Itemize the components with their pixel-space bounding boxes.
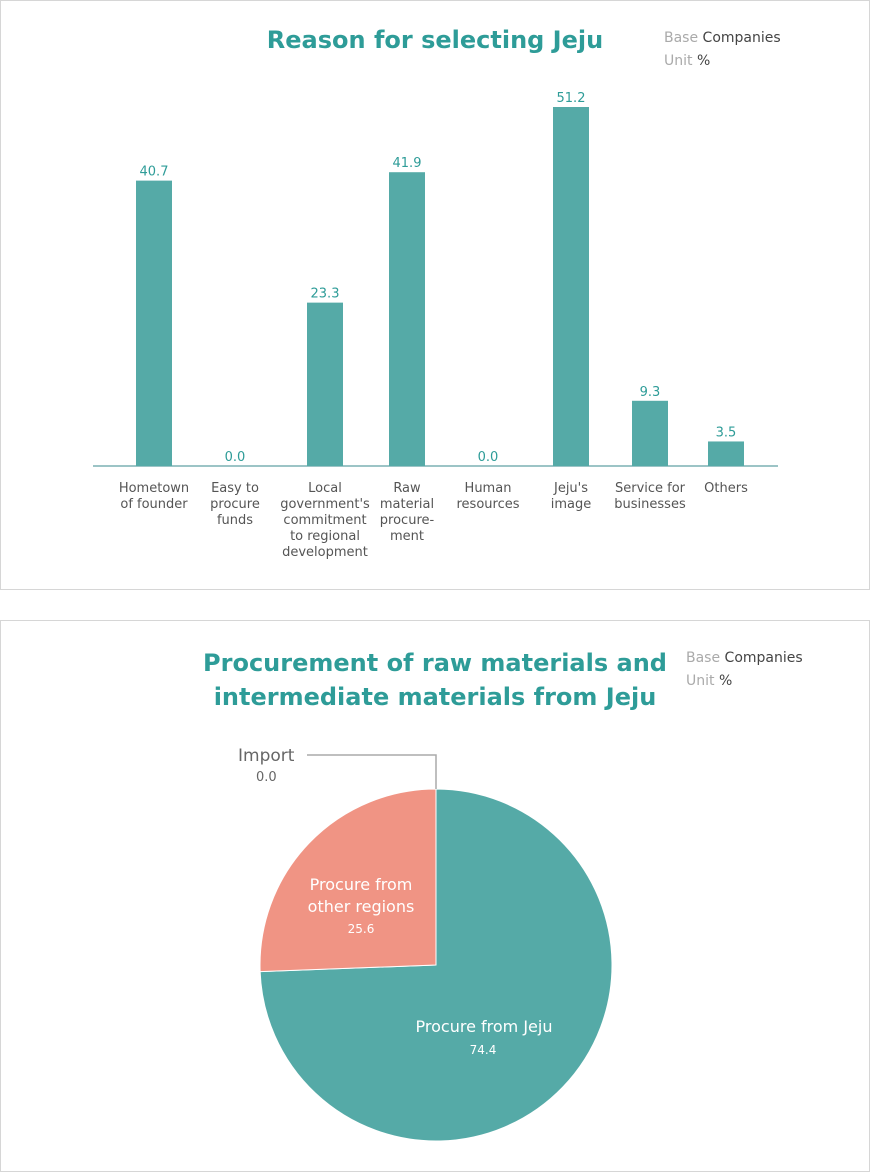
category-label-5: Jeju's image [551,481,592,512]
pie-slice-1 [259,788,437,973]
bar-6 [632,400,668,466]
category-label-line: resources [456,497,519,512]
category-label-line: material [380,497,434,512]
bar-value-label-6: 9.3 [640,385,661,400]
slice-label-line: Procure from [310,875,413,894]
bar-chart-title: Reason for selecting Jeju [266,26,604,54]
bar-chart: 40.7 Hometown of founder 0.0 Easy to procure f… [93,91,778,560]
category-label-line: Jeju's [553,481,588,496]
bar-value-label-1: 0.0 [225,450,246,465]
category-label-line: Raw [393,481,421,496]
pie-chart-base-label: Base [686,650,721,666]
bar-2 [307,302,343,466]
category-label-line: ment [390,529,424,544]
category-label-line: Local [308,481,342,496]
bar-value-label-5: 51.2 [557,91,586,106]
category-label-3: Raw material procure-ment [380,481,435,544]
bar-7 [708,441,744,466]
category-label-line: to regional [290,529,360,544]
category-label-line: Hometown [119,481,189,496]
slice-value-import: 0.0 [256,770,277,785]
bar-chart-base-label: Base [664,30,699,46]
category-label-line: Human [465,481,512,496]
category-label-line: development [282,545,368,560]
bar-value-label-3: 41.9 [393,156,422,171]
bar-3 [389,172,425,466]
slice-label-line: other regions [308,897,415,916]
slice-label-import: Import [238,746,295,766]
category-label-line: funds [217,513,253,528]
import-leader-line [307,754,437,789]
pie-chart-unit: Unit % [686,673,732,689]
pie-chart-base: Base Companies [686,650,803,666]
category-label-line: procure [210,497,260,512]
bar-0 [136,180,172,466]
category-label-2: Local government's commitment to regional de… [280,481,370,560]
category-label-line: Others [704,481,748,496]
category-label-6: Service for businesses [614,481,686,512]
category-label-7: Others [704,481,748,496]
bar-chart-unit: Unit % [664,53,710,69]
category-label-line: businesses [614,497,686,512]
bar-value-label-7: 3.5 [716,425,737,440]
category-label-0: Hometown of founder [119,481,189,512]
category-label-line: commitment [283,513,366,528]
pie-chart-unit-label: Unit [686,673,715,689]
category-label-line: procure- [380,513,435,528]
bar-value-label-2: 23.3 [311,287,340,302]
pie-chart-base-value: Companies [724,650,803,666]
slice-value-other-regions: 25.6 [348,922,375,936]
pie-chart-unit-value: % [718,673,733,689]
slice-value-jeju: 74.4 [470,1043,497,1057]
bar-chart-unit-label: Unit [664,53,693,69]
pie-chart-title-line-1: Procurement of raw materials and [203,649,667,677]
category-label-line: Easy to [211,481,259,496]
category-label-line: Service for [615,481,686,496]
category-label-4: Human resources [456,481,519,512]
category-label-line: government's [280,497,370,512]
slice-label-other-regions: Procure from other regions [308,875,415,916]
slice-label-jeju: Procure from Jeju [416,1017,553,1036]
bar-chart-base-value: Companies [702,30,781,46]
bar-value-label-0: 40.7 [140,165,169,180]
bar-chart-unit-value: % [696,53,711,69]
category-label-1: Easy to procure funds [210,481,260,528]
category-label-line: of founder [120,497,188,512]
bar-5 [553,107,589,466]
bar-value-label-4: 0.0 [478,450,499,465]
bar-chart-base: Base Companies [664,30,781,46]
category-label-line: image [551,497,592,512]
pie-chart-title-line-2: intermediate materials from Jeju [213,683,657,711]
pie-chart-title: Procurement of raw materials and interme… [180,646,690,714]
